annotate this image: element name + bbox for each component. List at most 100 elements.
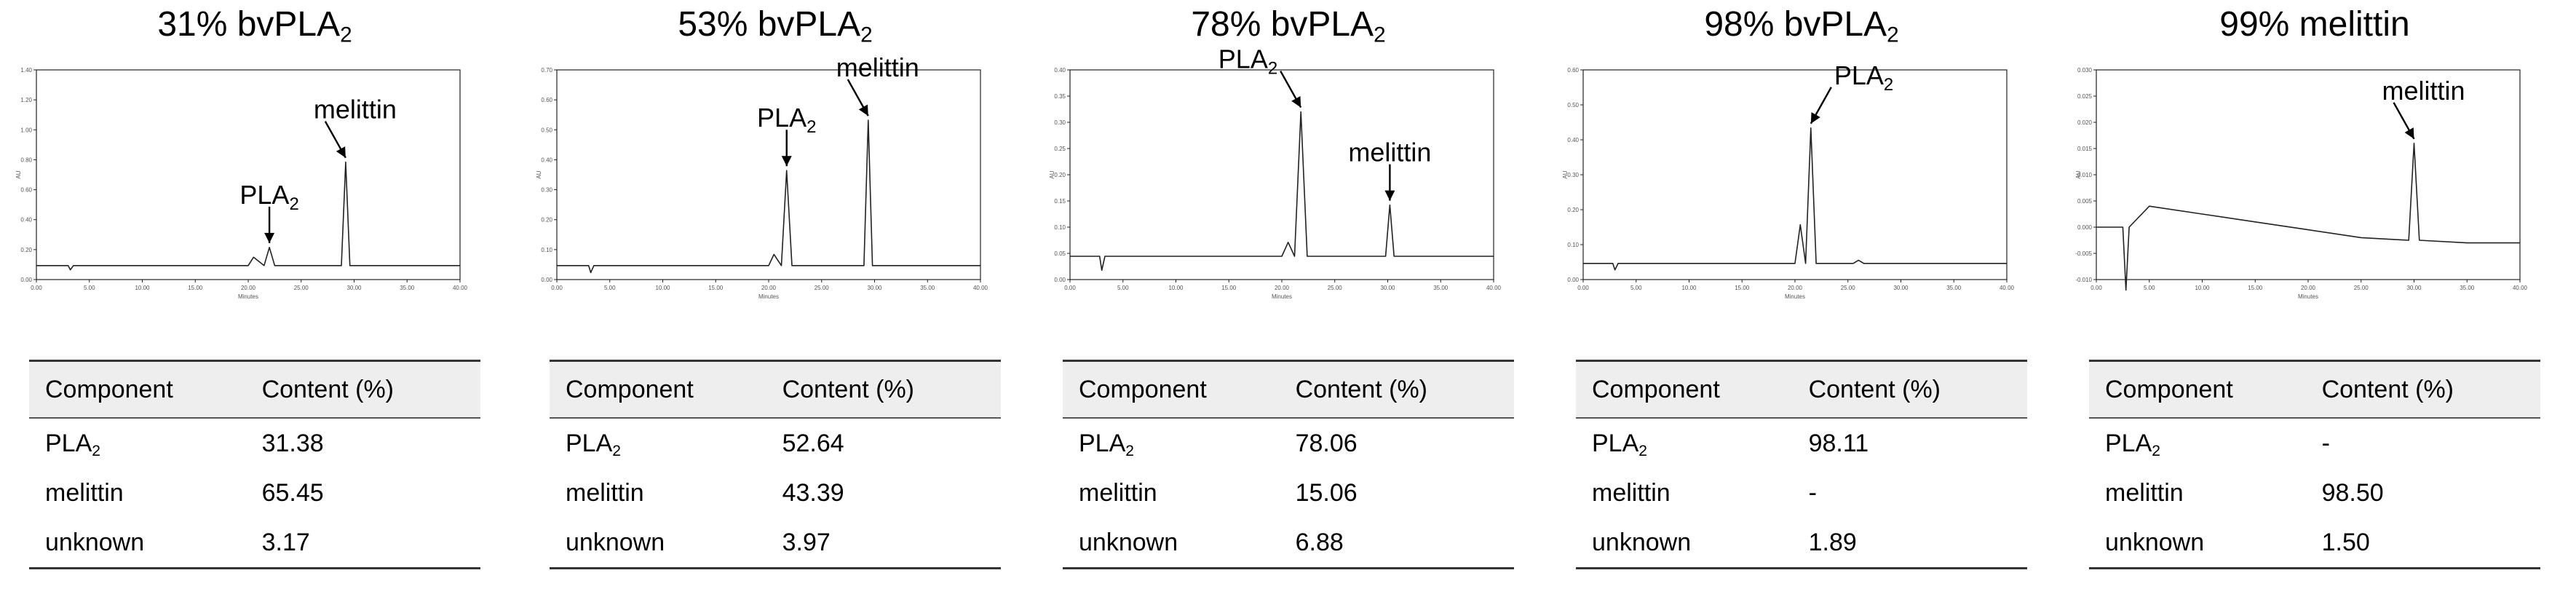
- x-tick-label: 40.00: [973, 285, 988, 291]
- annotation-text: melittin: [836, 52, 919, 82]
- annotation-label: melittin: [314, 95, 397, 124]
- arrow-head-icon: [1291, 95, 1301, 108]
- component-name: PLA2: [566, 429, 621, 459]
- table-row: unknown 3.97: [550, 518, 1001, 569]
- table-row: PLA2 78.06: [1063, 418, 1514, 468]
- peak-annotation: melittin: [1348, 138, 1431, 201]
- x-tick-label: 5.00: [604, 285, 616, 291]
- component-name: PLA2: [45, 429, 100, 459]
- y-tick-label: 0.00: [1567, 277, 1579, 283]
- panel-title: 78% bvPLA2: [1191, 5, 1386, 47]
- y-tick-label: 0.40: [1054, 67, 1066, 74]
- x-tick-label: 40.00: [1486, 285, 1502, 291]
- y-axis-label: AU: [2075, 170, 2082, 178]
- header-content: Content (%): [766, 360, 1001, 419]
- x-tick-label: 15.00: [1735, 285, 1750, 291]
- component-name: PLA2: [2105, 429, 2160, 459]
- component-name: melittin: [2105, 478, 2184, 507]
- component-table: Component Content (%) PLA2 31.38 melittin 6…: [29, 360, 480, 569]
- x-tick-label: 5.00: [2144, 285, 2155, 291]
- y-axis-label: AU: [1049, 170, 1055, 178]
- panel-title: 99% melittin: [2219, 5, 2410, 44]
- annotation-text: PLA: [1218, 44, 1268, 74]
- component-value: 98.11: [1808, 429, 1869, 457]
- y-tick-label: 0.20: [541, 217, 552, 224]
- x-tick-label: 10.00: [135, 285, 150, 291]
- x-tick-label: 0.00: [1577, 285, 1589, 291]
- y-tick-label: 0.020: [2077, 119, 2093, 126]
- header-content: Content (%): [2305, 360, 2540, 419]
- x-tick-label: 10.00: [1681, 285, 1697, 291]
- x-tick-label: 10.00: [2195, 285, 2210, 291]
- y-axis-label: AU: [1562, 170, 1569, 178]
- table-row: melittin 98.50: [2089, 468, 2540, 518]
- y-tick-label: -0.005: [2075, 250, 2092, 257]
- y-tick-label: 0.20: [20, 247, 32, 253]
- arrow-head-icon: [1810, 112, 1820, 124]
- y-tick-label: 0.80: [20, 157, 32, 163]
- y-tick-label: 0.15: [1054, 198, 1066, 205]
- component-name: unknown: [29, 518, 246, 569]
- y-tick-label: 0.10: [1054, 224, 1066, 231]
- x-tick-label: 5.00: [1117, 285, 1129, 291]
- chromatogram-chart: 0.00 5.00 10.00 15.00 20.00 25.00 30.00 35.00 40…: [1049, 44, 1502, 300]
- x-tick-label: 30.00: [867, 285, 882, 291]
- y-tick-label: 1.40: [20, 67, 32, 74]
- peak-annotation: melittin: [836, 52, 919, 116]
- component-value: 6.88: [1279, 518, 1514, 569]
- annotation-label: PLA2: [1834, 60, 1893, 95]
- table-row: PLA2 31.38: [29, 418, 480, 468]
- peak-annotation: PLA2: [1810, 60, 1893, 124]
- x-tick-label: 20.00: [1788, 285, 1803, 291]
- component-name: unknown: [1576, 518, 1793, 569]
- table-row: PLA2 -: [2089, 418, 2540, 468]
- component-value: 3.17: [245, 518, 480, 569]
- x-tick-label: 35.00: [920, 285, 935, 291]
- y-tick-label: -0.010: [2075, 277, 2092, 283]
- chromatogram-trace: [1070, 111, 1494, 272]
- chromatogram-trace: [557, 119, 980, 274]
- header-component: Component: [1576, 360, 1793, 419]
- y-tick-label: 0.40: [541, 157, 552, 163]
- header-component: Component: [550, 360, 766, 419]
- table-row: unknown 6.88: [1063, 518, 1514, 569]
- x-tick-label: 30.00: [1893, 285, 1909, 291]
- y-tick-label: 0.025: [2077, 93, 2093, 100]
- chromatogram-chart: 0.00 5.00 10.00 15.00 20.00 25.00 30.00 35.00 40…: [1562, 60, 2015, 300]
- component-value: -: [1808, 478, 1817, 507]
- component-table: Component Content (%) PLA2 - melittin 98.50…: [2089, 360, 2540, 569]
- x-axis-label: Minutes: [1272, 293, 1292, 300]
- x-tick-label: 15.00: [1221, 285, 1237, 291]
- chromatogram-trace: [1583, 127, 2007, 271]
- table-row: melittin 65.45: [29, 468, 480, 518]
- x-tick-label: 0.00: [31, 285, 42, 291]
- x-axis-label: Minutes: [1785, 293, 1805, 300]
- y-tick-label: 0.000: [2077, 224, 2093, 231]
- component-name: unknown: [2089, 518, 2306, 569]
- y-tick-label: 0.60: [20, 187, 32, 194]
- x-tick-label: 0.00: [551, 285, 563, 291]
- panel-1: 31% bvPLA2 0.00 5.00 10.00 15.00 20.00 25.00 3…: [15, 0, 495, 589]
- y-tick-label: 0.30: [541, 187, 552, 194]
- component-table: Component Content (%) PLA2 78.06 melittin 1…: [1063, 360, 1514, 569]
- component-value: 78.06: [1295, 429, 1358, 457]
- x-tick-label: 35.00: [1433, 285, 1448, 291]
- y-tick-label: 0.015: [2077, 146, 2093, 152]
- annotation-label: melittin: [1348, 138, 1431, 167]
- component-name: unknown: [1063, 518, 1280, 569]
- component-name: unknown: [550, 518, 766, 569]
- annotation-subscript: 2: [1268, 59, 1277, 79]
- component-value: 52.64: [782, 429, 844, 457]
- component-name: PLA2: [1592, 429, 1647, 459]
- component-value: 15.06: [1295, 478, 1358, 507]
- annotation-text: melittin: [2382, 76, 2465, 106]
- x-tick-label: 25.00: [1328, 285, 1343, 291]
- y-tick-label: 0.50: [1567, 102, 1579, 108]
- annotation-subscript: 2: [1884, 75, 1893, 95]
- peak-annotation: melittin: [2382, 76, 2465, 140]
- table-row: unknown 3.17: [29, 518, 480, 569]
- chromatogram-chart: 0.00 5.00 10.00 15.00 20.00 25.00 30.00 35.00 40…: [2075, 67, 2528, 300]
- peak-annotation: PLA2: [239, 180, 299, 243]
- x-axis-label: Minutes: [758, 293, 779, 300]
- x-tick-label: 20.00: [2301, 285, 2316, 291]
